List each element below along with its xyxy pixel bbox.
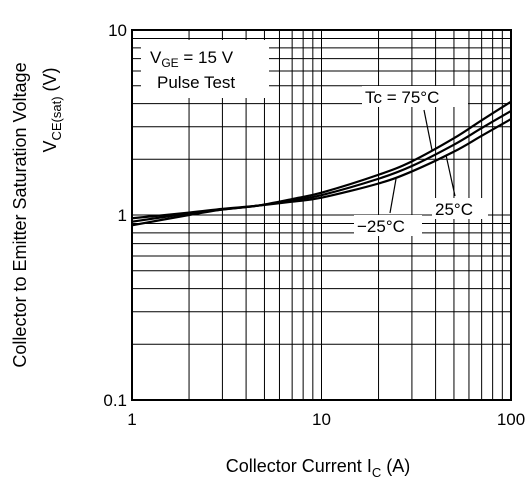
pointer-m25	[389, 178, 397, 214]
vge-label: VGE = 15 V	[150, 48, 234, 70]
x-tick-label: 1	[127, 410, 136, 429]
series-label-bg-75	[362, 86, 468, 107]
pointer-25	[445, 154, 456, 197]
x-tick-label: 100	[497, 410, 525, 429]
y-tick-label: 0.1	[103, 391, 127, 410]
y-axis-title-line1: Collector to Emitter Saturation Voltage	[10, 62, 30, 367]
y-tick-label: 1	[118, 206, 127, 225]
pulse-test-label: Pulse Test	[157, 73, 235, 92]
y-tick-label: 10	[108, 21, 127, 40]
x-tick-label: 10	[312, 410, 331, 429]
y-axis-title-line2: VCE(sat) (V)	[40, 67, 64, 152]
pointer-75	[423, 109, 433, 151]
curve-labels: VGE = 15 V Pulse Test Tc = 75°C 25°C −25…	[141, 40, 488, 236]
curves	[131, 100, 512, 227]
series-label-25: 25°C	[435, 200, 473, 219]
series-line-2	[131, 118, 512, 220]
series-label-m25: −25°C	[357, 217, 405, 236]
series-label-bg-25	[432, 198, 488, 219]
series-label-75: Tc = 75°C	[365, 88, 439, 107]
vge-label-bg	[141, 40, 269, 98]
series-label-bg-m25	[354, 215, 422, 236]
plot-frame	[131, 29, 512, 401]
x-axis-title: Collector Current IC (A)	[226, 456, 410, 480]
